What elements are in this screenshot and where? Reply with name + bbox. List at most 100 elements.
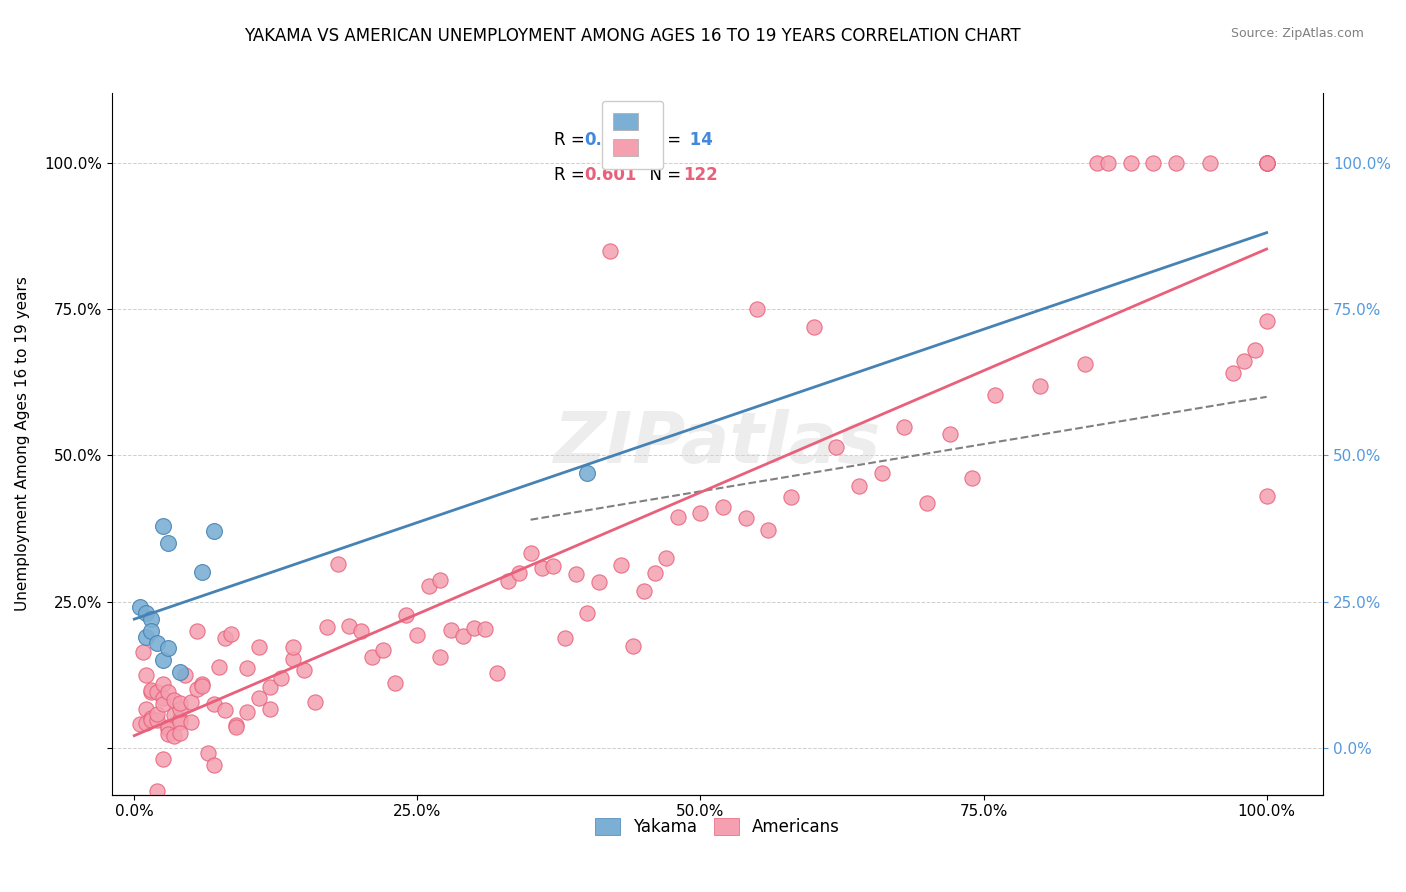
Point: [152, 690, 174, 705]
Point: [146, 713, 169, 727]
Point: [758, 523, 780, 537]
Point: [1085, 156, 1108, 170]
Text: 0.567: 0.567: [583, 131, 637, 149]
Point: [384, 676, 406, 690]
Point: [169, 714, 191, 729]
Text: N =: N =: [638, 166, 686, 185]
Point: [141, 624, 163, 638]
Point: [157, 641, 180, 656]
Point: [163, 730, 186, 744]
Point: [135, 630, 157, 644]
Point: [666, 510, 689, 524]
Point: [440, 623, 463, 637]
Point: [984, 387, 1007, 401]
Point: [157, 536, 180, 550]
Point: [633, 583, 655, 598]
Point: [169, 665, 191, 679]
Point: [508, 566, 530, 581]
Point: [186, 681, 208, 696]
Point: [554, 631, 576, 645]
Point: [780, 490, 803, 504]
Point: [152, 518, 174, 533]
Text: 122: 122: [683, 166, 718, 185]
Point: [1199, 156, 1222, 170]
Point: [163, 707, 186, 722]
Point: [141, 612, 163, 626]
Point: [169, 726, 191, 740]
Point: [157, 723, 180, 737]
Point: [135, 668, 157, 682]
Point: [180, 695, 202, 709]
Point: [129, 717, 152, 731]
Point: [152, 653, 174, 667]
Point: [938, 427, 960, 442]
Point: [270, 671, 292, 685]
Point: [326, 557, 349, 571]
Point: [180, 714, 202, 729]
Text: R =: R =: [554, 166, 591, 185]
Point: [474, 622, 496, 636]
Point: [803, 319, 825, 334]
Point: [848, 479, 870, 493]
Point: [281, 640, 304, 655]
Point: [129, 600, 152, 615]
Point: [236, 660, 259, 674]
Text: Source: ZipAtlas.com: Source: ZipAtlas.com: [1230, 27, 1364, 40]
Point: [135, 702, 157, 716]
Point: [373, 643, 395, 657]
Point: [576, 606, 599, 620]
Point: [1233, 354, 1256, 368]
Point: [406, 628, 429, 642]
Point: [541, 559, 564, 574]
Point: [135, 607, 157, 621]
Point: [157, 720, 180, 734]
Y-axis label: Unemployment Among Ages 16 to 19 years: Unemployment Among Ages 16 to 19 years: [15, 277, 30, 611]
Point: [496, 574, 519, 589]
Point: [825, 440, 848, 454]
Point: [711, 500, 734, 514]
Point: [259, 680, 281, 694]
Point: [1164, 156, 1187, 170]
Text: R =: R =: [554, 131, 591, 149]
Point: [281, 651, 304, 665]
Point: [361, 650, 384, 665]
Point: [214, 702, 236, 716]
Point: [745, 302, 768, 317]
Point: [157, 727, 180, 741]
Point: [1097, 156, 1119, 170]
Point: [451, 629, 474, 643]
Point: [1256, 314, 1278, 328]
Text: YAKAMA VS AMERICAN UNEMPLOYMENT AMONG AGES 16 TO 19 YEARS CORRELATION CHART: YAKAMA VS AMERICAN UNEMPLOYMENT AMONG AG…: [245, 27, 1021, 45]
Point: [621, 639, 644, 653]
Point: [292, 664, 315, 678]
Point: [1074, 357, 1097, 371]
Point: [169, 696, 191, 710]
Point: [191, 677, 214, 691]
Point: [141, 685, 163, 699]
Point: [485, 665, 508, 680]
Point: [576, 466, 599, 480]
Point: [599, 244, 621, 258]
Point: [219, 627, 242, 641]
Point: [1256, 156, 1278, 170]
Point: [655, 551, 678, 566]
Point: [689, 506, 711, 520]
Text: ZIPatlas: ZIPatlas: [554, 409, 882, 478]
Point: [1256, 156, 1278, 170]
Point: [202, 697, 225, 711]
Point: [141, 682, 163, 697]
Point: [418, 579, 440, 593]
Point: [191, 566, 214, 580]
Point: [247, 690, 270, 705]
Point: [519, 546, 541, 560]
Point: [1256, 156, 1278, 170]
Point: [339, 619, 361, 633]
Point: [208, 659, 231, 673]
Point: [1142, 156, 1164, 170]
Point: [395, 607, 418, 622]
Point: [186, 624, 208, 638]
Point: [734, 511, 756, 525]
Text: 14: 14: [683, 131, 713, 149]
Point: [202, 758, 225, 772]
Point: [141, 711, 163, 725]
